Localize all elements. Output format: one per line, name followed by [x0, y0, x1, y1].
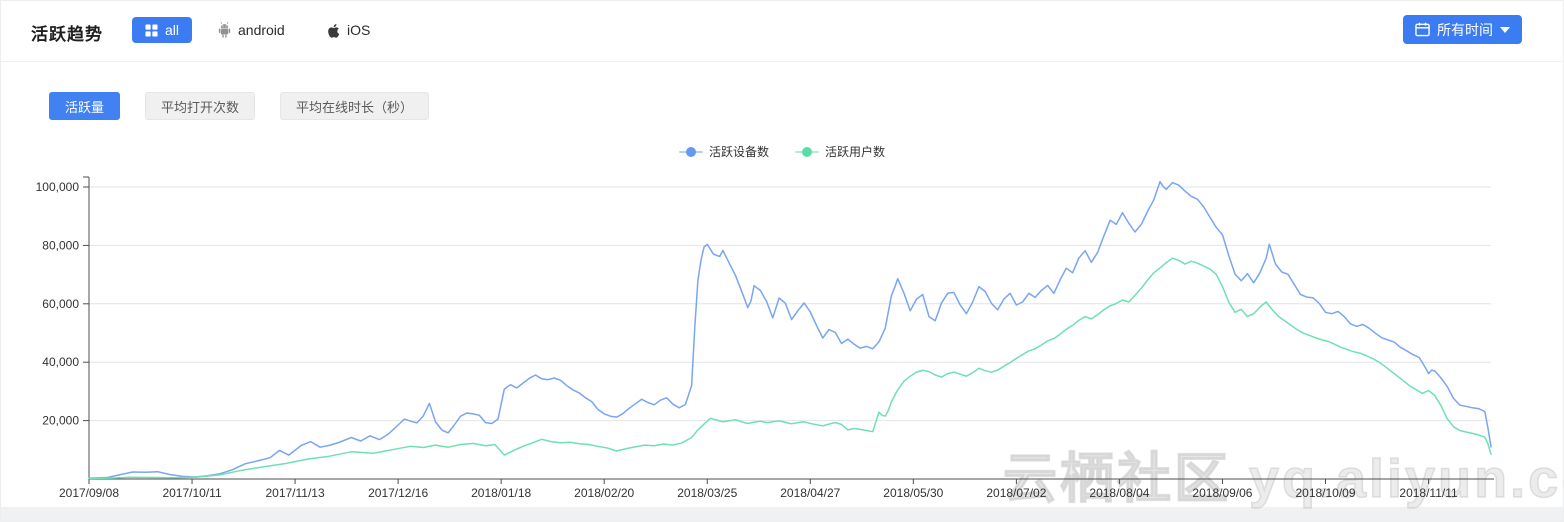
x-axis-label: 2018/10/09 — [1295, 486, 1355, 500]
apple-icon — [326, 22, 340, 39]
y-axis-label: 100,000 — [36, 180, 80, 194]
legend-label-devices: 活跃设备数 — [708, 145, 769, 159]
platform-tab-android[interactable]: android — [214, 17, 289, 43]
header-bar: 活跃趋势 all — [1, 1, 1563, 62]
platform-tab-ios-label: iOS — [347, 22, 371, 38]
time-filter-label: 所有时间 — [1437, 21, 1493, 38]
y-axis-label: 60,000 — [42, 297, 79, 311]
series-line-devices — [88, 180, 1492, 479]
metric-tab-avg-opens[interactable]: 平均打开次数 — [145, 92, 256, 120]
legend-label-users: 活跃用户数 — [825, 145, 886, 159]
grid-icon — [145, 23, 158, 37]
platform-tab-all-label: all — [165, 22, 180, 38]
calendar-icon — [1415, 22, 1430, 37]
legend-item-devices[interactable]: 活跃设备数 — [678, 143, 769, 160]
time-filter-button[interactable]: 所有时间 — [1403, 15, 1522, 44]
chart-legend: 活跃设备数 活跃用户数 — [1, 143, 1563, 160]
x-axis-label: 2018/08/04 — [1089, 486, 1149, 500]
platform-tab-all[interactable]: all — [132, 17, 193, 43]
x-axis-label: 2018/04/27 — [780, 486, 840, 500]
metric-tab-label: 平均在线时长（秒） — [296, 99, 414, 115]
android-icon — [218, 22, 231, 38]
y-axis-label: 80,000 — [42, 238, 79, 252]
x-axis-label: 2018/09/06 — [1192, 486, 1252, 500]
y-axis-label: 40,000 — [42, 355, 79, 369]
legend-marker-users — [795, 146, 819, 157]
y-axis-label: 20,000 — [42, 414, 79, 428]
platform-tab-ios[interactable]: iOS — [322, 17, 374, 43]
page-title: 活跃趋势 — [31, 25, 103, 44]
x-axis-label: 2018/01/18 — [471, 486, 531, 500]
metric-tab-avg-online-time[interactable]: 平均在线时长（秒） — [280, 92, 430, 120]
x-axis-label: 2018/02/20 — [574, 486, 634, 500]
x-axis-label: 2018/11/11 — [1399, 486, 1458, 500]
x-axis-label: 2017/10/11 — [162, 486, 221, 500]
legend-marker-devices — [678, 146, 703, 157]
legend-item-users[interactable]: 活跃用户数 — [795, 143, 885, 160]
series-line-users — [88, 257, 1492, 480]
x-axis-label: 2017/12/16 — [368, 486, 428, 500]
trend-chart: 20,000 40,000 60,000 80,000 100,000 2017/09/0… — [36, 176, 1494, 500]
x-axis-label: 2018/03/25 — [677, 486, 737, 500]
x-axis-label: 2018/05/30 — [883, 486, 943, 500]
metric-tab-label: 活跃量 — [65, 99, 105, 115]
bottom-strip — [1, 507, 1563, 521]
metric-tab-active-volume[interactable]: 活跃量 — [49, 92, 121, 120]
metric-tabs: 活跃量 平均打开次数 平均在线时长（秒） — [49, 92, 430, 120]
x-axis-label: 2018/07/02 — [986, 486, 1046, 500]
platform-tab-android-label: android — [238, 22, 285, 38]
metric-tab-label: 平均打开次数 — [161, 99, 240, 115]
x-axis-label: 2017/09/08 — [59, 486, 119, 500]
chevron-down-icon — [1500, 26, 1510, 33]
x-axis-label: 2017/11/13 — [265, 486, 324, 500]
legend-dot — [802, 146, 812, 157]
legend-dot — [685, 146, 696, 157]
